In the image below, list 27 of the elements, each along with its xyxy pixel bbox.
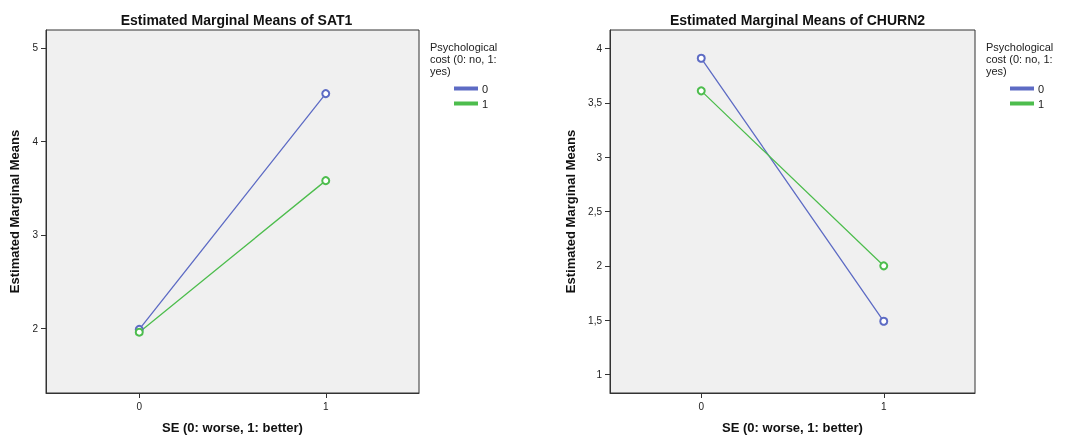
y-tick-label: 2 [32,322,39,334]
y-axis-title: Estimated Marginal Means [563,129,579,294]
y-tick-label: 3 [32,229,39,241]
x-tick-label: 0 [698,400,705,412]
legend-label: 1 [482,97,489,110]
y-tick-label: 2,5 [588,206,603,217]
legend-label: 0 [1038,82,1045,95]
y-tick-label: 5 [32,42,39,54]
legend-title: Psychological cost (0: no, 1: yes) [986,41,1057,77]
x-tick-label: 1 [322,400,329,412]
chart-title: Estimated Marginal Means of SAT1 [120,12,353,28]
y-tick-label: 4 [32,135,39,147]
legend-title: Psychological cost (0: no, 1: yes) [430,41,501,77]
legend-label: 1 [1038,97,1045,110]
chart-title: Estimated Marginal Means of CHURN2 [669,12,926,28]
y-tick-label: 2 [596,260,603,272]
y-tick-label: 3 [596,151,603,163]
legend-label: 0 [482,82,489,95]
x-tick-label: 0 [136,400,143,412]
x-tick-label: 1 [880,400,887,412]
y-tick-label: 1 [596,369,603,381]
x-axis-title: SE (0: worse, 1: better) [162,420,303,435]
y-axis-title: Estimated Marginal Means [7,129,22,294]
y-tick-label: 3,5 [588,97,603,109]
y-tick-label: 4 [596,42,603,54]
y-tick-label: 1,5 [588,314,603,326]
x-axis-title: SE (0: worse, 1: better) [722,420,863,435]
